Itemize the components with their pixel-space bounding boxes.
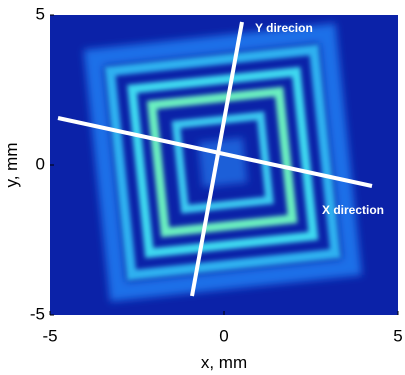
x-tick-label: -5	[42, 326, 57, 345]
y-tick-label: 5	[36, 4, 45, 23]
annotation: X direction	[322, 203, 384, 217]
chart: Y direcion X direction x, mm y, mm -5 0 5 -…	[0, 0, 405, 375]
annotation: Y direcion	[255, 21, 313, 35]
heatmap-image	[50, 15, 398, 315]
x-tick-label: 5	[393, 326, 402, 345]
y-tick-label: -5	[30, 304, 45, 323]
y-axis-label: y, mm	[2, 142, 21, 187]
x-axis-label: x, mm	[201, 353, 247, 372]
x-tick-label: 0	[219, 326, 228, 345]
y-tick-label: 0	[36, 154, 45, 173]
